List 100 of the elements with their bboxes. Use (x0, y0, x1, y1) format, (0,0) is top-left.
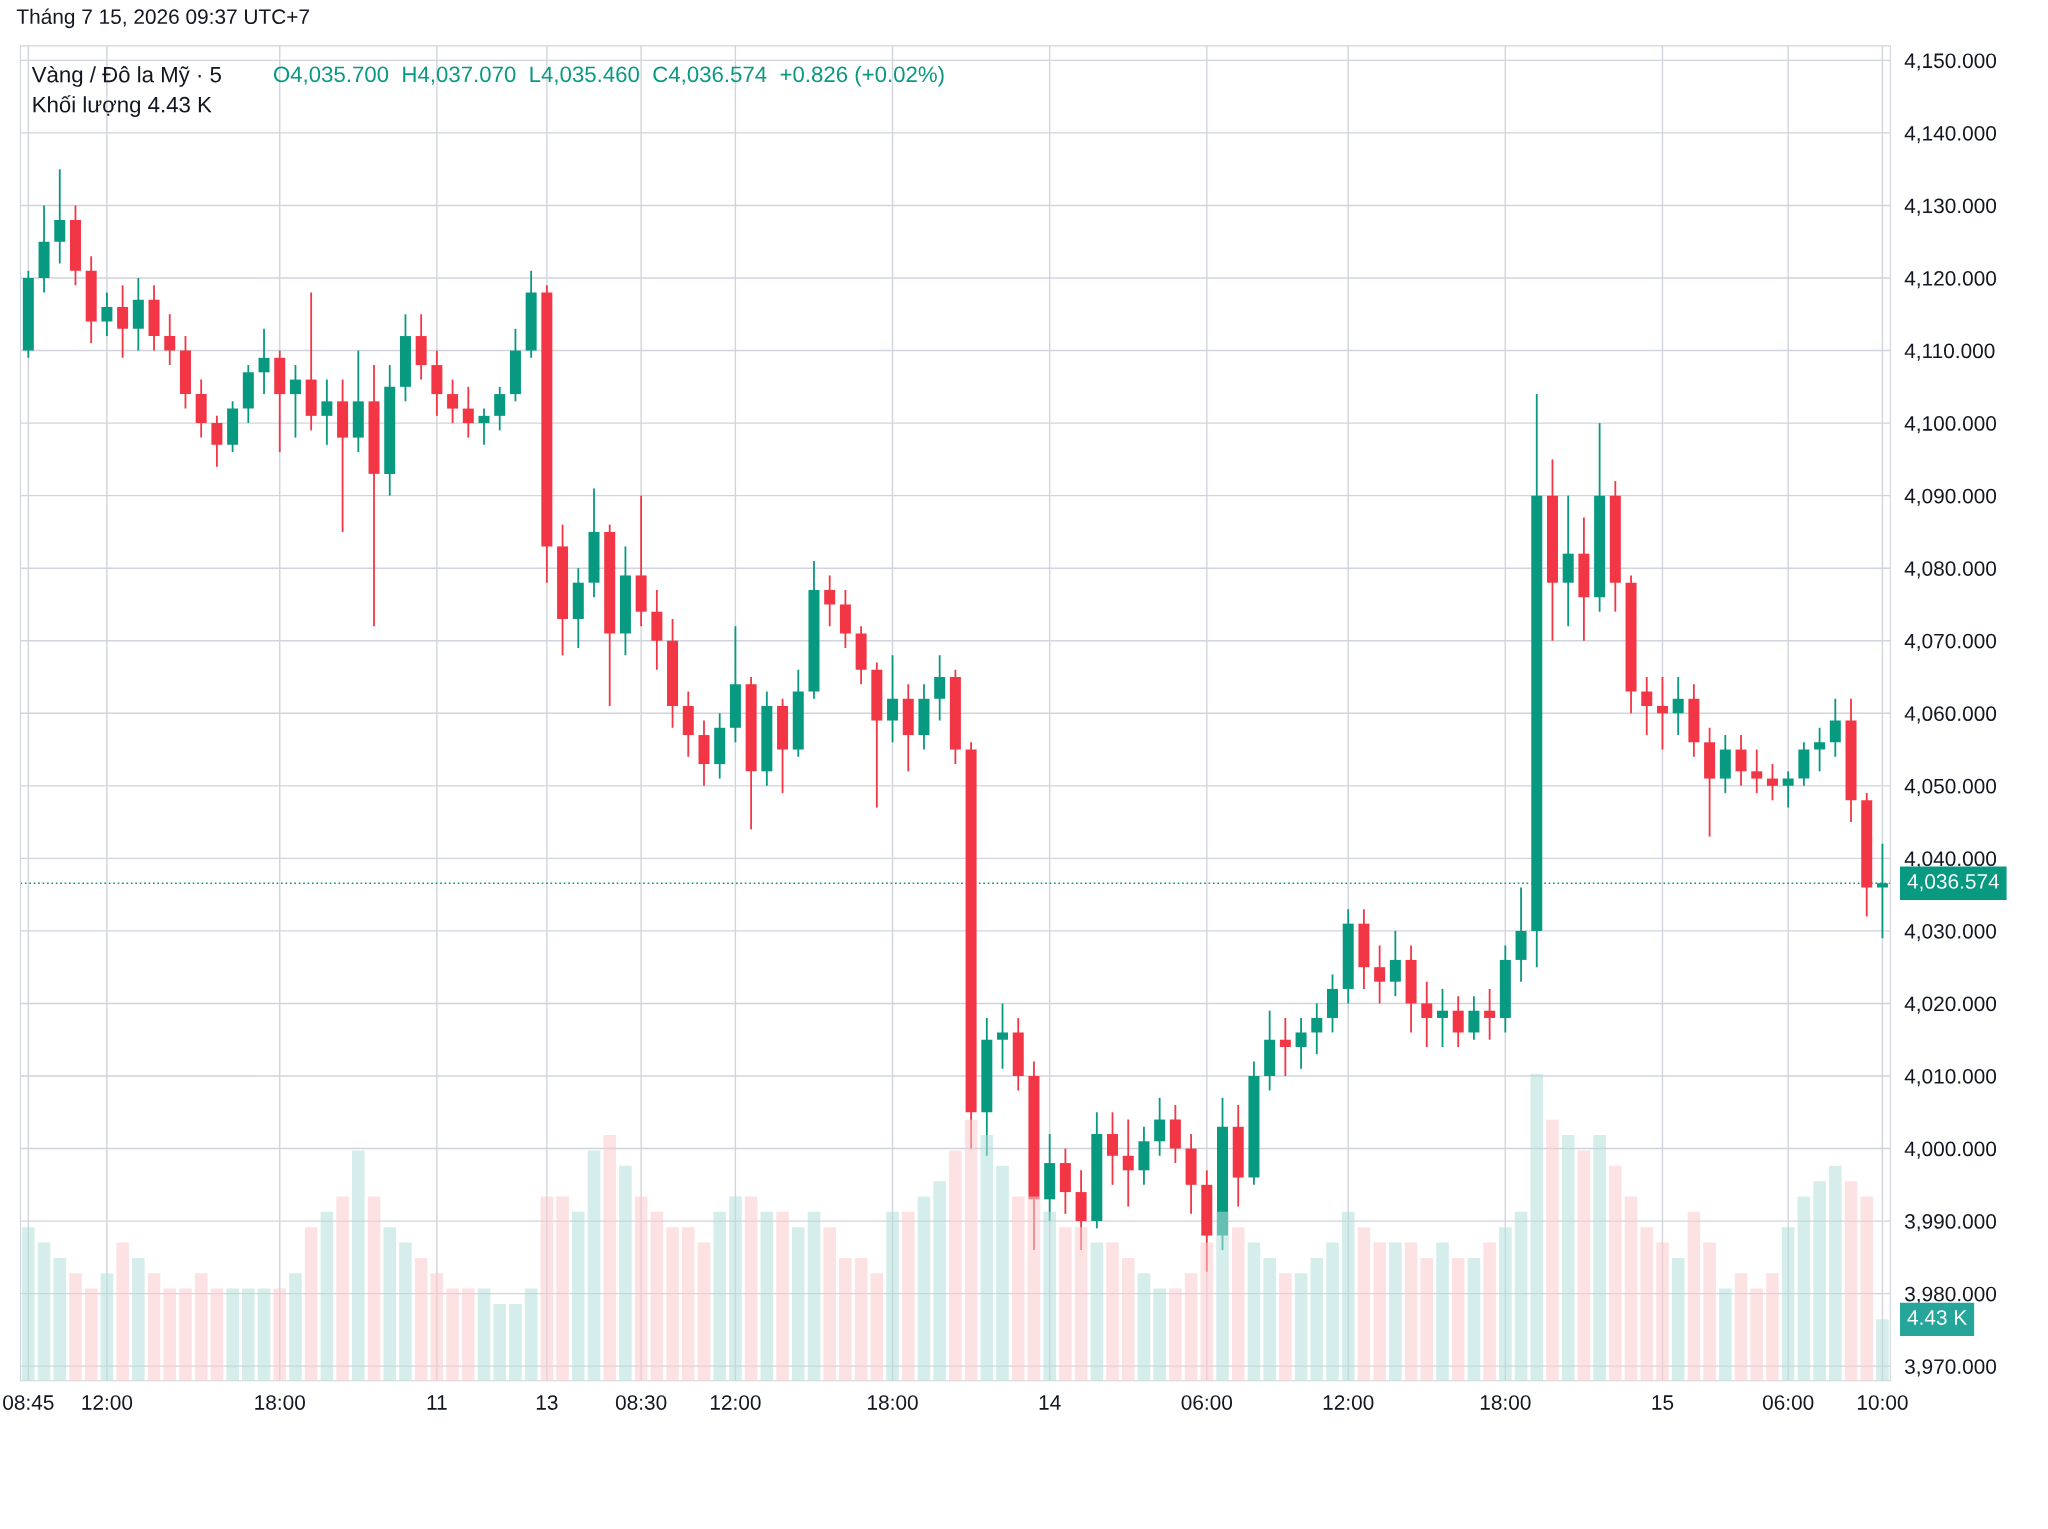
candlestick (1311, 1002, 1323, 1056)
candlestick (1374, 944, 1386, 1005)
bar (446, 1288, 459, 1381)
bar (996, 1165, 1009, 1381)
bar (1671, 1257, 1685, 1381)
bar (823, 1227, 836, 1381)
bar (1011, 1196, 1025, 1381)
bar (1090, 1242, 1104, 1381)
x-tick-label: 08:45 (3, 1395, 54, 1410)
bar (179, 1288, 192, 1381)
y-tick-label: 4,030.000 (1904, 923, 1997, 942)
bar (964, 1119, 978, 1381)
y-tick-label: 4,110.000 (1904, 343, 1995, 361)
bar (273, 1288, 287, 1381)
y-tick-label: 3,990.000 (1904, 1214, 1997, 1232)
candlestick (101, 291, 113, 337)
bar (1404, 1242, 1418, 1381)
bar (854, 1257, 868, 1381)
bar (933, 1181, 946, 1381)
bar (1263, 1257, 1276, 1381)
candlestick (1452, 995, 1464, 1048)
bar (257, 1288, 271, 1381)
bar (289, 1273, 302, 1381)
x-tick-label: 06:00 (1762, 1395, 1814, 1410)
y-tick-label: 4,080.000 (1904, 561, 1997, 579)
bar (870, 1273, 884, 1381)
y-tick-label: 4,000.000 (1904, 1141, 1997, 1159)
bar (84, 1288, 98, 1381)
bar (556, 1196, 569, 1381)
bar (100, 1273, 114, 1381)
bar (1766, 1273, 1779, 1381)
candlestick (1751, 748, 1763, 794)
bar (1483, 1242, 1496, 1381)
bar (1436, 1242, 1449, 1381)
bar (1420, 1257, 1434, 1381)
bar (681, 1227, 695, 1381)
bar (572, 1211, 585, 1381)
x-tick-label: 11 (427, 1395, 447, 1410)
x-tick-label: 13 (536, 1395, 558, 1410)
bar (1467, 1257, 1481, 1381)
bar (1043, 1211, 1056, 1381)
candlestick (289, 364, 301, 439)
bar (807, 1211, 821, 1381)
bar (1546, 1119, 1559, 1381)
candlestick (934, 654, 946, 722)
annotation: Khối lượng 4.43 K (33, 95, 212, 117)
bar (1279, 1273, 1292, 1381)
x-tick-label: 10:00 (1857, 1395, 1908, 1410)
bar (116, 1242, 129, 1381)
candlestick (1814, 726, 1826, 773)
bar (980, 1135, 994, 1381)
bar (886, 1211, 899, 1381)
bar (430, 1273, 444, 1381)
x-tick-label: 12:00 (1323, 1395, 1374, 1410)
bar (509, 1303, 522, 1381)
bar (1876, 1319, 1889, 1381)
candlestick (997, 1002, 1009, 1070)
candlestick (494, 385, 506, 432)
bar (1593, 1135, 1606, 1381)
bar (1624, 1196, 1638, 1381)
bar (1310, 1257, 1324, 1381)
x-tick-label: 15 (1652, 1395, 1674, 1410)
y-tick-label: 4,130.000 (1904, 198, 1997, 216)
bar (53, 1257, 67, 1381)
candlestick (824, 574, 836, 628)
y-tick-label: 4,060.000 (1904, 706, 1997, 724)
bar (1829, 1165, 1842, 1381)
bar (839, 1257, 852, 1381)
bar (22, 1227, 35, 1381)
y-tick-label: 4,040.000 (1904, 851, 1997, 869)
bar (1059, 1227, 1072, 1381)
bar (1247, 1242, 1261, 1381)
candlestick (1122, 1118, 1134, 1208)
bar (1074, 1227, 1088, 1381)
y-tick-label: 4,010.000 (1904, 1069, 1997, 1087)
candlestick (258, 327, 270, 395)
text: Tháng 7 15, 2026 09:37 UTC+7 (16, 8, 309, 29)
bar (1813, 1181, 1826, 1381)
bar (1231, 1227, 1245, 1381)
bar (634, 1196, 648, 1381)
bar (399, 1242, 412, 1381)
bar (1640, 1227, 1654, 1381)
bar (666, 1227, 679, 1381)
y-tick-label: 4,070.000 (1904, 633, 1997, 651)
candlestick (164, 313, 176, 366)
bar (1734, 1273, 1748, 1381)
bar (697, 1242, 711, 1381)
candlestick (1436, 988, 1448, 1048)
bar (132, 1257, 145, 1381)
bar (1514, 1211, 1528, 1381)
bar (226, 1288, 239, 1381)
candlestick (1766, 763, 1778, 802)
bar (1844, 1181, 1858, 1381)
bar (493, 1303, 507, 1381)
bar (1341, 1211, 1355, 1381)
bar (1137, 1273, 1151, 1381)
x-tick-label: 06:00 (1181, 1395, 1233, 1410)
bar (320, 1211, 334, 1381)
bar (776, 1211, 789, 1381)
bar (352, 1150, 365, 1381)
